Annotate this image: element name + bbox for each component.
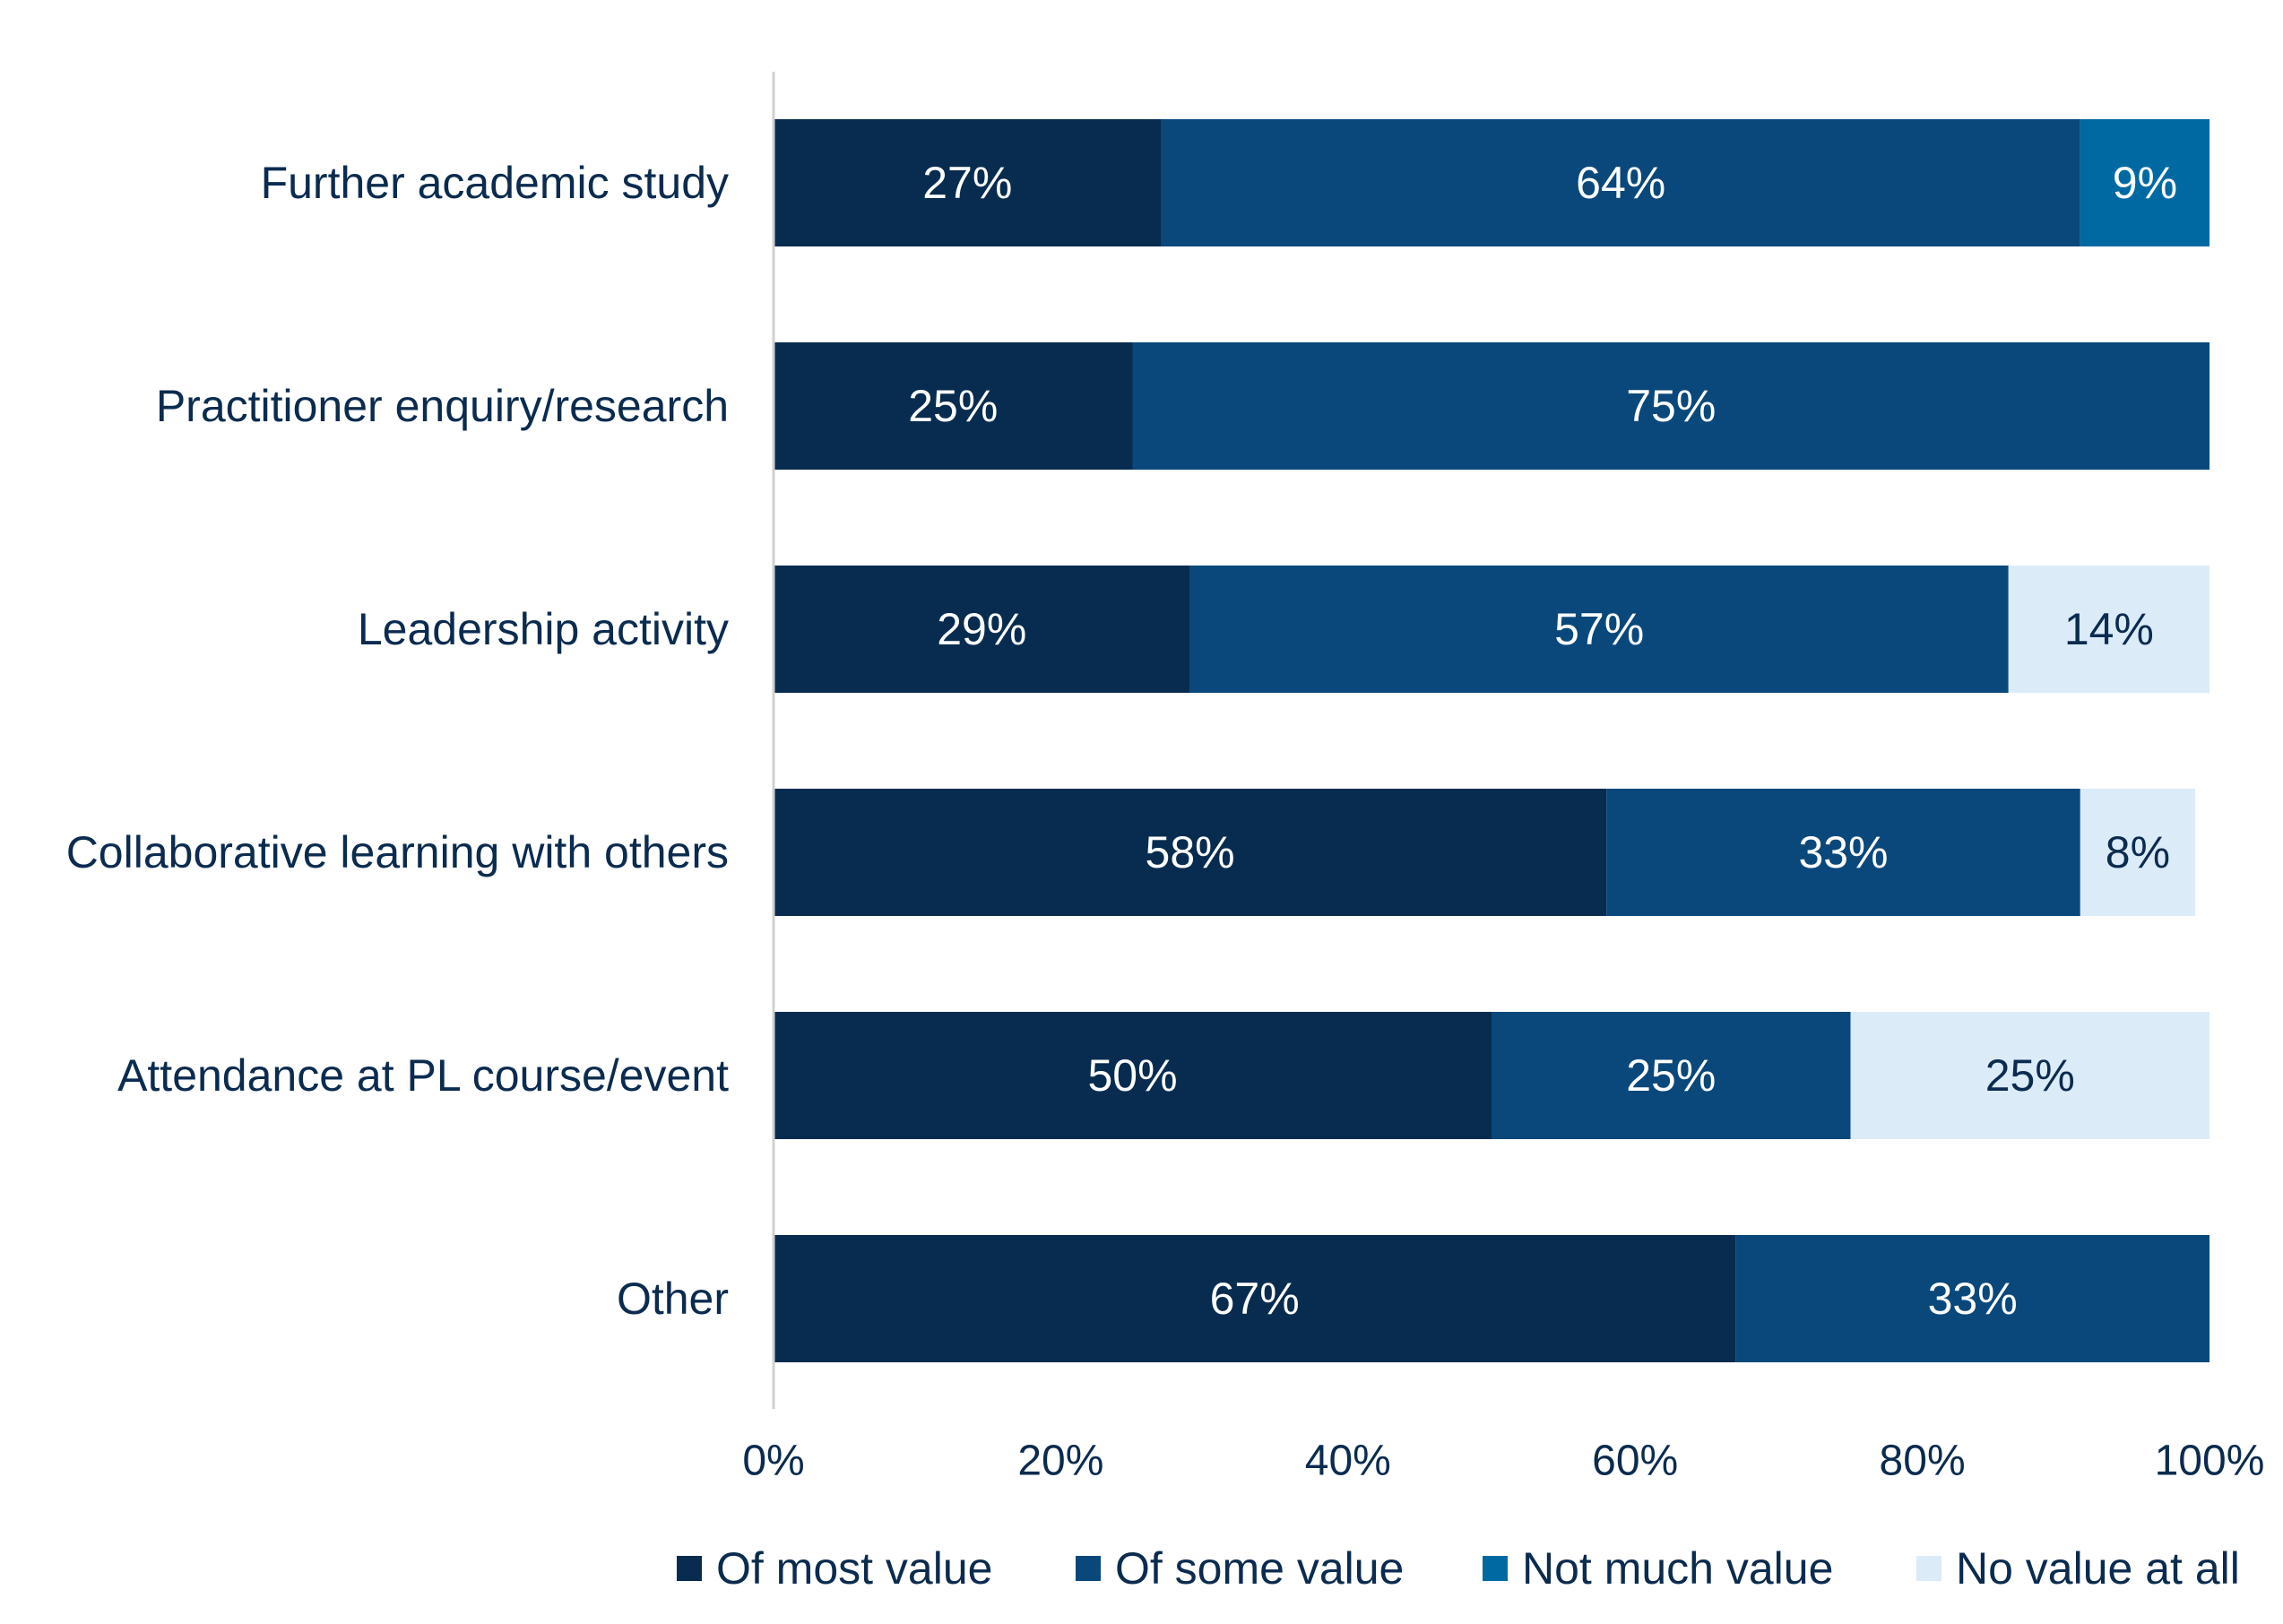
legend-label: Of some value <box>1115 1543 1404 1594</box>
category-label: Collaborative learning with others <box>66 827 729 877</box>
bar-segment <box>774 1235 1736 1362</box>
category-label: Other <box>617 1274 729 1324</box>
bar-segment <box>1606 789 2080 916</box>
category-label: Attendance at PL course/event <box>117 1050 729 1101</box>
data-label: 14% <box>2064 604 2154 654</box>
x-tick-label: 20% <box>1017 1438 1103 1485</box>
bar-segment <box>2008 566 2209 693</box>
bar-segment <box>1132 342 2209 470</box>
x-axis-tick-labels: 0% 20% 40% 60% 80% 100% <box>742 1438 2264 1485</box>
category-label: Leadership activity <box>358 604 729 654</box>
data-label: 27% <box>922 158 1012 208</box>
data-label: 8% <box>2106 827 2170 877</box>
bar-segment <box>1492 1012 1851 1139</box>
data-label: 25% <box>908 381 998 431</box>
data-label: 25% <box>1985 1050 2075 1101</box>
bar-segment <box>1189 566 2009 693</box>
bar-segment <box>774 566 1190 693</box>
category-label: Further academic study <box>261 158 729 208</box>
legend-swatch <box>1916 1556 1941 1581</box>
legend-swatch <box>677 1556 702 1581</box>
data-label: 9% <box>2113 158 2177 208</box>
data-label: 58% <box>1146 827 1235 877</box>
data-label: 25% <box>1626 1050 1716 1101</box>
bar-segment <box>1850 1012 2209 1139</box>
bar-segment <box>1735 1235 2209 1362</box>
x-tick-label: 60% <box>1592 1438 1678 1485</box>
legend: Of most value Of some value Not much value… <box>677 1543 2240 1594</box>
data-label: 75% <box>1626 381 1716 431</box>
legend-label: No value at all <box>1956 1543 2240 1594</box>
bar-segment <box>1161 119 2080 246</box>
bar-segment <box>2080 119 2209 246</box>
data-label: 64% <box>1576 158 1665 208</box>
data-label: 50% <box>1087 1050 1177 1101</box>
legend-swatch <box>1076 1556 1101 1581</box>
x-tick-label: 40% <box>1305 1438 1391 1485</box>
data-label: 29% <box>937 604 1026 654</box>
bar-segment <box>2080 789 2195 916</box>
data-label: 67% <box>1210 1274 1300 1324</box>
data-label: 33% <box>1928 1274 2018 1324</box>
bar-segment <box>774 342 1133 470</box>
category-labels: Further academic study Practitioner enqui… <box>66 158 729 1324</box>
legend-swatch <box>1483 1556 1508 1581</box>
data-label: 57% <box>1554 604 1644 654</box>
data-label: 33% <box>1798 827 1888 877</box>
legend-label: Not much value <box>1522 1543 1833 1594</box>
x-tick-label: 80% <box>1880 1438 1966 1485</box>
category-label: Practitioner enquiry/research <box>156 381 729 431</box>
legend-label: Of most value <box>716 1543 992 1594</box>
x-tick-label: 100% <box>2155 1438 2265 1485</box>
x-tick-label: 0% <box>742 1438 804 1485</box>
bar-segment <box>774 119 1162 246</box>
bar-segment <box>774 1012 1492 1139</box>
bars-layer: 27% 64% 9% 25% 75% 29% 57% 14% 58% 33% 8% 50% 25% 25%… <box>774 119 2209 1362</box>
bar-segment <box>774 789 1607 916</box>
